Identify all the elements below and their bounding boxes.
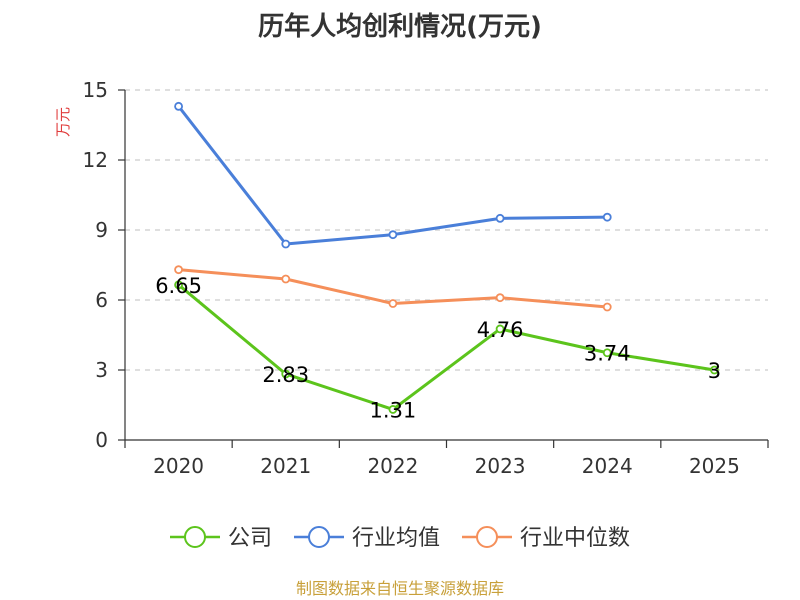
legend-marker bbox=[184, 526, 206, 548]
data-label: 6.65 bbox=[155, 274, 202, 298]
data-point bbox=[281, 369, 291, 379]
x-tick-label: 2023 bbox=[475, 454, 526, 478]
series-layer bbox=[174, 101, 719, 414]
data-label: 4.76 bbox=[477, 318, 524, 342]
data-label: 2.83 bbox=[262, 363, 309, 387]
chart-title: 历年人均创利情况(万元) bbox=[258, 11, 542, 42]
legend-label: 行业均值 bbox=[352, 526, 440, 551]
data-point bbox=[174, 265, 183, 275]
data-point bbox=[174, 280, 183, 290]
data-label: 3 bbox=[708, 359, 721, 383]
source-note: 制图数据来自恒生聚源数据库 bbox=[296, 579, 504, 598]
x-tick-label: 2021 bbox=[260, 454, 311, 478]
y-tick-label: 6 bbox=[95, 288, 108, 312]
data-point bbox=[281, 239, 291, 249]
legend-marker bbox=[476, 526, 498, 548]
series-line-1 bbox=[177, 283, 715, 411]
data-point bbox=[495, 324, 505, 334]
y-tick-label: 3 bbox=[95, 358, 108, 382]
y-tick-label: 9 bbox=[95, 218, 108, 242]
data-point bbox=[388, 230, 398, 240]
x-tick-label: 2024 bbox=[582, 454, 633, 478]
data-point bbox=[602, 348, 612, 358]
x-tick-label: 2020 bbox=[153, 454, 204, 478]
data-point bbox=[495, 293, 505, 303]
data-label: 3.74 bbox=[584, 342, 631, 366]
y-axis-label: 万元 bbox=[54, 107, 72, 137]
legend-label: 行业中位数 bbox=[520, 526, 630, 551]
y-tick-label: 0 bbox=[95, 428, 108, 452]
data-label: 1.31 bbox=[370, 398, 417, 422]
series-line-2 bbox=[177, 105, 608, 246]
axes: 0 3 6 9 12 15 2020 2021 2022 2023 2024 2025 bbox=[83, 78, 769, 478]
y-tick-label: 12 bbox=[83, 148, 108, 172]
data-point bbox=[602, 212, 612, 222]
legend-item[interactable]: 行业均值 bbox=[294, 526, 440, 551]
legend-item[interactable]: 公司 bbox=[170, 526, 272, 551]
data-point bbox=[710, 365, 719, 375]
data-point bbox=[281, 274, 291, 284]
data-point bbox=[174, 101, 183, 111]
x-tick-label: 2025 bbox=[689, 454, 740, 478]
legend-label: 公司 bbox=[228, 526, 272, 551]
x-tick-label: 2022 bbox=[367, 454, 418, 478]
legend-item[interactable]: 行业中位数 bbox=[462, 526, 630, 551]
data-point bbox=[495, 213, 505, 223]
data-point bbox=[388, 405, 398, 414]
grid bbox=[125, 89, 768, 371]
data-point bbox=[602, 302, 612, 312]
data-point bbox=[388, 299, 398, 308]
legend[interactable]: 公司 行业均值 行业中位数 bbox=[170, 526, 630, 551]
legend-marker bbox=[308, 526, 330, 548]
data-labels: 6.65 2.83 1.31 4.76 3.74 3 bbox=[155, 274, 721, 423]
y-tick-label: 15 bbox=[83, 78, 108, 102]
